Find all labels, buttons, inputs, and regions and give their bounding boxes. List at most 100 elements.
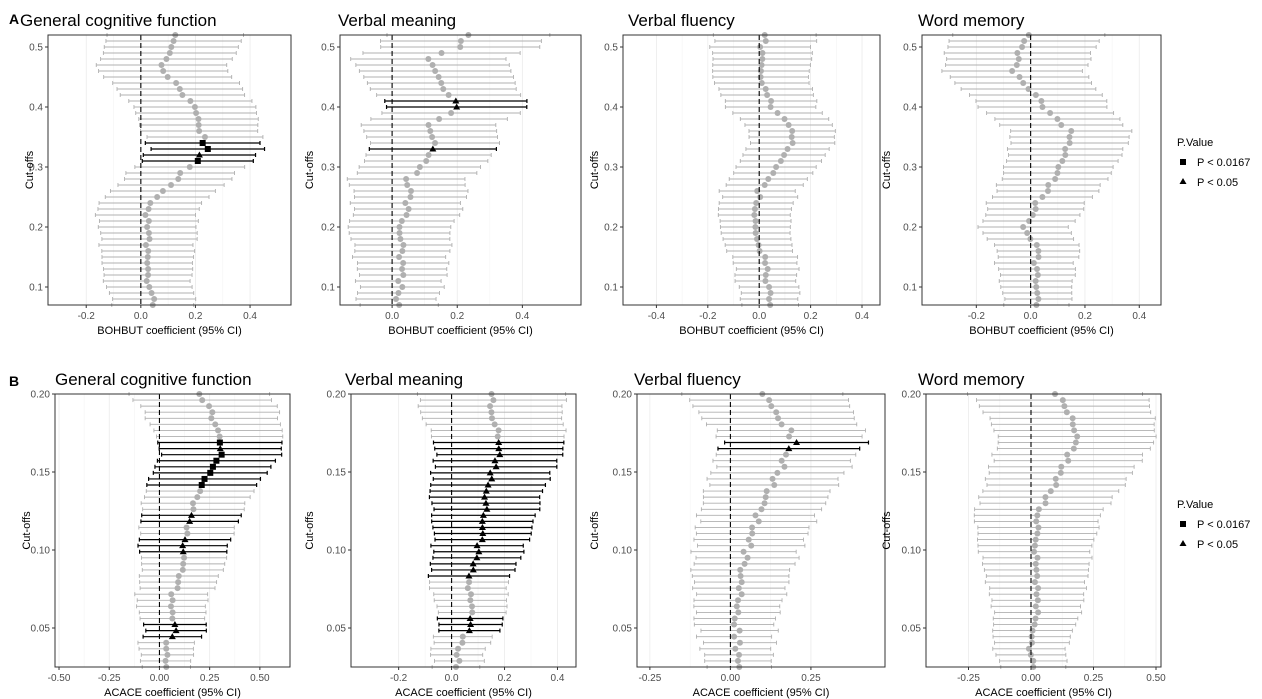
estimate-point bbox=[1034, 597, 1041, 604]
triangle-marker bbox=[465, 572, 473, 579]
legend-square-marker bbox=[1180, 159, 1186, 165]
estimate-point bbox=[773, 164, 780, 170]
triangle-marker bbox=[171, 621, 179, 628]
estimate-point bbox=[778, 457, 785, 464]
estimate-point bbox=[781, 116, 788, 122]
estimate-point bbox=[1042, 494, 1049, 501]
estimate-point bbox=[785, 122, 792, 128]
y-tick-label: 0.3 bbox=[604, 163, 618, 174]
estimate-point bbox=[741, 560, 748, 567]
estimate-point bbox=[1047, 488, 1054, 495]
estimate-point bbox=[1038, 98, 1045, 104]
plot-background bbox=[926, 394, 1161, 667]
y-tick-label: 0.4 bbox=[29, 103, 43, 114]
estimate-point bbox=[206, 403, 213, 410]
estimate-point bbox=[190, 506, 197, 513]
y-tick-label: 0.2 bbox=[29, 223, 43, 234]
x-tick-label: 0.0 bbox=[1024, 311, 1038, 322]
estimate-point bbox=[164, 651, 171, 658]
estimate-point bbox=[162, 657, 169, 664]
estimate-point bbox=[788, 427, 795, 434]
plot-border bbox=[636, 393, 886, 668]
estimate-point bbox=[767, 290, 774, 296]
estimate-point bbox=[1068, 128, 1075, 134]
estimate-point bbox=[768, 403, 775, 410]
estimate-point bbox=[494, 433, 501, 440]
estimate-point bbox=[762, 278, 769, 284]
estimate-point bbox=[216, 433, 223, 440]
estimate-point bbox=[459, 639, 466, 646]
estimate-point bbox=[1057, 469, 1064, 476]
estimate-point bbox=[1033, 284, 1040, 290]
estimate-point bbox=[490, 397, 497, 404]
estimate-point bbox=[429, 134, 436, 140]
y-tick-label: 0.05 bbox=[902, 624, 922, 635]
estimate-point bbox=[175, 176, 182, 182]
estimate-point bbox=[1024, 230, 1031, 236]
estimate-point bbox=[761, 500, 768, 507]
estimate-point bbox=[144, 260, 151, 266]
estimate-point bbox=[1032, 536, 1039, 543]
estimate-point bbox=[1031, 548, 1038, 555]
y-axis-label: Cut-offs bbox=[881, 511, 893, 550]
estimate-point bbox=[487, 403, 494, 410]
estimate-point bbox=[738, 579, 745, 586]
estimate-point bbox=[466, 579, 473, 586]
estimate-point bbox=[148, 290, 155, 296]
x-tick-label: 0.2 bbox=[450, 311, 464, 322]
y-tick-label: 0.5 bbox=[321, 43, 335, 54]
estimate-point bbox=[425, 122, 432, 128]
panel-title: Word memory bbox=[918, 370, 1025, 389]
estimate-point bbox=[755, 242, 762, 248]
triangle-marker bbox=[473, 554, 481, 561]
plot-border bbox=[350, 393, 577, 668]
x-axis-label: ACACE coefficient (95% CI) bbox=[395, 687, 532, 699]
y-tick-label: 0.2 bbox=[321, 223, 335, 234]
estimate-point bbox=[1031, 621, 1038, 628]
estimate-point bbox=[457, 38, 464, 44]
estimate-point bbox=[429, 62, 436, 68]
panel-title: Verbal fluency bbox=[634, 370, 741, 389]
y-tick-label: 0.10 bbox=[31, 546, 51, 557]
triangle-marker bbox=[172, 627, 180, 634]
panel-title: General cognitive function bbox=[20, 11, 217, 30]
estimate-point bbox=[1029, 212, 1036, 218]
estimate-point bbox=[179, 566, 186, 573]
square-marker bbox=[207, 469, 214, 476]
estimate-point bbox=[1072, 439, 1079, 446]
plot-background bbox=[48, 35, 291, 305]
plot-background bbox=[623, 35, 880, 305]
triangle-marker bbox=[496, 451, 504, 458]
estimate-point bbox=[1034, 272, 1041, 278]
estimate-point bbox=[1034, 512, 1041, 519]
y-tick-label: 0.05 bbox=[31, 624, 51, 635]
estimate-point bbox=[1030, 260, 1037, 266]
legend-square-marker bbox=[1180, 521, 1186, 527]
estimate-point bbox=[1058, 463, 1065, 470]
estimate-point bbox=[1032, 206, 1039, 212]
estimate-point bbox=[488, 415, 495, 422]
estimate-point bbox=[767, 104, 774, 110]
x-tick-label: 0.4 bbox=[551, 673, 565, 684]
x-axis-label: BOHBUT coefficient (95% CI) bbox=[679, 325, 823, 337]
square-marker bbox=[216, 439, 223, 446]
y-tick-label: 0.05 bbox=[327, 624, 347, 635]
estimate-point bbox=[1062, 146, 1069, 152]
estimate-point bbox=[1069, 415, 1076, 422]
estimate-point bbox=[423, 158, 430, 164]
estimate-point bbox=[752, 218, 759, 224]
estimate-point bbox=[757, 194, 764, 200]
y-axis-label: Cut-offs bbox=[881, 150, 893, 189]
estimate-point bbox=[145, 218, 152, 224]
estimate-point bbox=[1020, 224, 1027, 230]
estimate-point bbox=[1044, 188, 1051, 194]
estimate-point bbox=[399, 248, 406, 254]
estimate-point bbox=[752, 512, 759, 519]
square-marker bbox=[194, 158, 201, 164]
estimate-point bbox=[174, 585, 181, 592]
estimate-point bbox=[177, 170, 184, 176]
estimate-point bbox=[735, 585, 742, 592]
y-tick-label: 0.5 bbox=[29, 43, 43, 54]
estimate-point bbox=[1070, 445, 1077, 452]
estimate-point bbox=[179, 92, 186, 98]
